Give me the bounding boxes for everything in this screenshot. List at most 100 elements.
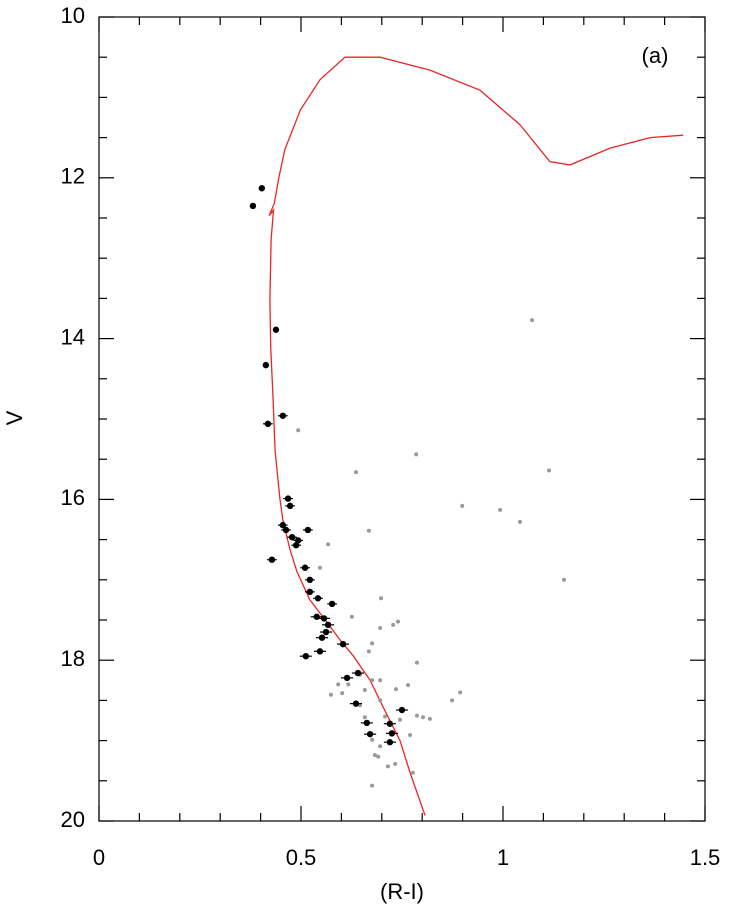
x-axis-label: (R-I) bbox=[380, 879, 424, 904]
field-star bbox=[414, 713, 419, 718]
field-star bbox=[530, 318, 535, 323]
member-star bbox=[398, 706, 406, 714]
field-star bbox=[340, 691, 345, 696]
field-star bbox=[427, 716, 432, 721]
field-star bbox=[397, 717, 402, 722]
member-star bbox=[249, 202, 257, 210]
member-star bbox=[272, 326, 280, 333]
field-star bbox=[395, 619, 400, 624]
field-star bbox=[378, 596, 383, 601]
field-star bbox=[326, 542, 331, 547]
member-star bbox=[339, 640, 347, 648]
member-star bbox=[388, 730, 396, 737]
field-star bbox=[328, 692, 333, 697]
field-star bbox=[362, 715, 367, 720]
field-star bbox=[372, 753, 377, 758]
field-star bbox=[296, 428, 301, 433]
field-star bbox=[366, 528, 371, 533]
field-star bbox=[414, 452, 419, 457]
field-star bbox=[378, 626, 383, 631]
member-star bbox=[316, 648, 324, 655]
member-star bbox=[262, 361, 270, 369]
field-star bbox=[378, 744, 383, 749]
field-star bbox=[370, 783, 375, 788]
field-star bbox=[317, 565, 322, 570]
member-star bbox=[363, 719, 371, 727]
field-star bbox=[378, 698, 383, 703]
field-star bbox=[547, 468, 552, 473]
field-star bbox=[410, 770, 415, 775]
member-star bbox=[306, 576, 314, 583]
member-star bbox=[328, 600, 336, 608]
member-star bbox=[313, 613, 320, 620]
member-star bbox=[322, 628, 330, 636]
field-star bbox=[393, 761, 398, 766]
plot-frame bbox=[98, 16, 706, 822]
field-star bbox=[562, 577, 567, 582]
field-star bbox=[370, 678, 375, 683]
member-star bbox=[318, 634, 326, 641]
panel-label: (a) bbox=[642, 43, 669, 68]
member-star bbox=[279, 412, 287, 419]
member-star bbox=[258, 185, 266, 192]
field-star bbox=[406, 683, 411, 688]
field-star bbox=[336, 682, 341, 687]
member-star bbox=[324, 621, 332, 629]
field-star bbox=[353, 470, 358, 475]
isochrone-line bbox=[268, 56, 684, 816]
field-star bbox=[370, 641, 375, 646]
member-star bbox=[354, 669, 362, 677]
member-star bbox=[284, 495, 292, 502]
field-star bbox=[498, 507, 503, 512]
y-tick-label: 10 bbox=[61, 3, 85, 28]
member-star bbox=[279, 521, 287, 529]
field-star bbox=[366, 649, 371, 654]
field-star bbox=[385, 764, 390, 769]
field-star bbox=[391, 622, 396, 627]
y-tick-label: 20 bbox=[61, 807, 85, 832]
member-star bbox=[282, 526, 290, 534]
member-star bbox=[288, 533, 296, 541]
member-star bbox=[292, 542, 300, 549]
member-star bbox=[320, 615, 328, 622]
field-star bbox=[362, 687, 367, 692]
field-star bbox=[408, 732, 413, 737]
member-star bbox=[294, 537, 302, 544]
member-star bbox=[304, 526, 312, 534]
member-star bbox=[302, 652, 310, 660]
member-star bbox=[306, 588, 314, 596]
member-star bbox=[301, 564, 309, 571]
field-star bbox=[414, 660, 419, 665]
field-star bbox=[421, 715, 426, 720]
field-star bbox=[376, 754, 381, 759]
field-star bbox=[383, 714, 388, 719]
y-tick-label: 16 bbox=[61, 485, 85, 510]
field-star bbox=[458, 690, 463, 695]
field-star bbox=[378, 678, 383, 683]
x-tick-label: 1 bbox=[497, 845, 509, 870]
x-tick-label: 1.5 bbox=[690, 845, 721, 870]
member-star bbox=[314, 595, 322, 602]
field-star bbox=[346, 682, 351, 687]
member-star bbox=[268, 556, 276, 563]
member-star bbox=[286, 502, 294, 510]
member-star bbox=[343, 674, 351, 682]
field-star bbox=[370, 737, 375, 742]
member-star bbox=[386, 720, 394, 727]
y-tick-label: 12 bbox=[61, 164, 85, 189]
field-star bbox=[349, 614, 354, 619]
y-axis-label: V bbox=[2, 410, 27, 425]
member-star bbox=[366, 730, 374, 738]
x-tick-label: 0.5 bbox=[286, 845, 317, 870]
field-star bbox=[450, 698, 455, 703]
y-tick-label: 18 bbox=[61, 646, 85, 671]
field-star bbox=[460, 503, 465, 508]
field-star bbox=[393, 687, 398, 692]
y-tick-label: 14 bbox=[61, 324, 85, 349]
x-tick-label: 0 bbox=[93, 845, 105, 870]
member-star bbox=[386, 739, 394, 746]
member-star bbox=[352, 700, 360, 707]
member-star bbox=[264, 420, 272, 428]
